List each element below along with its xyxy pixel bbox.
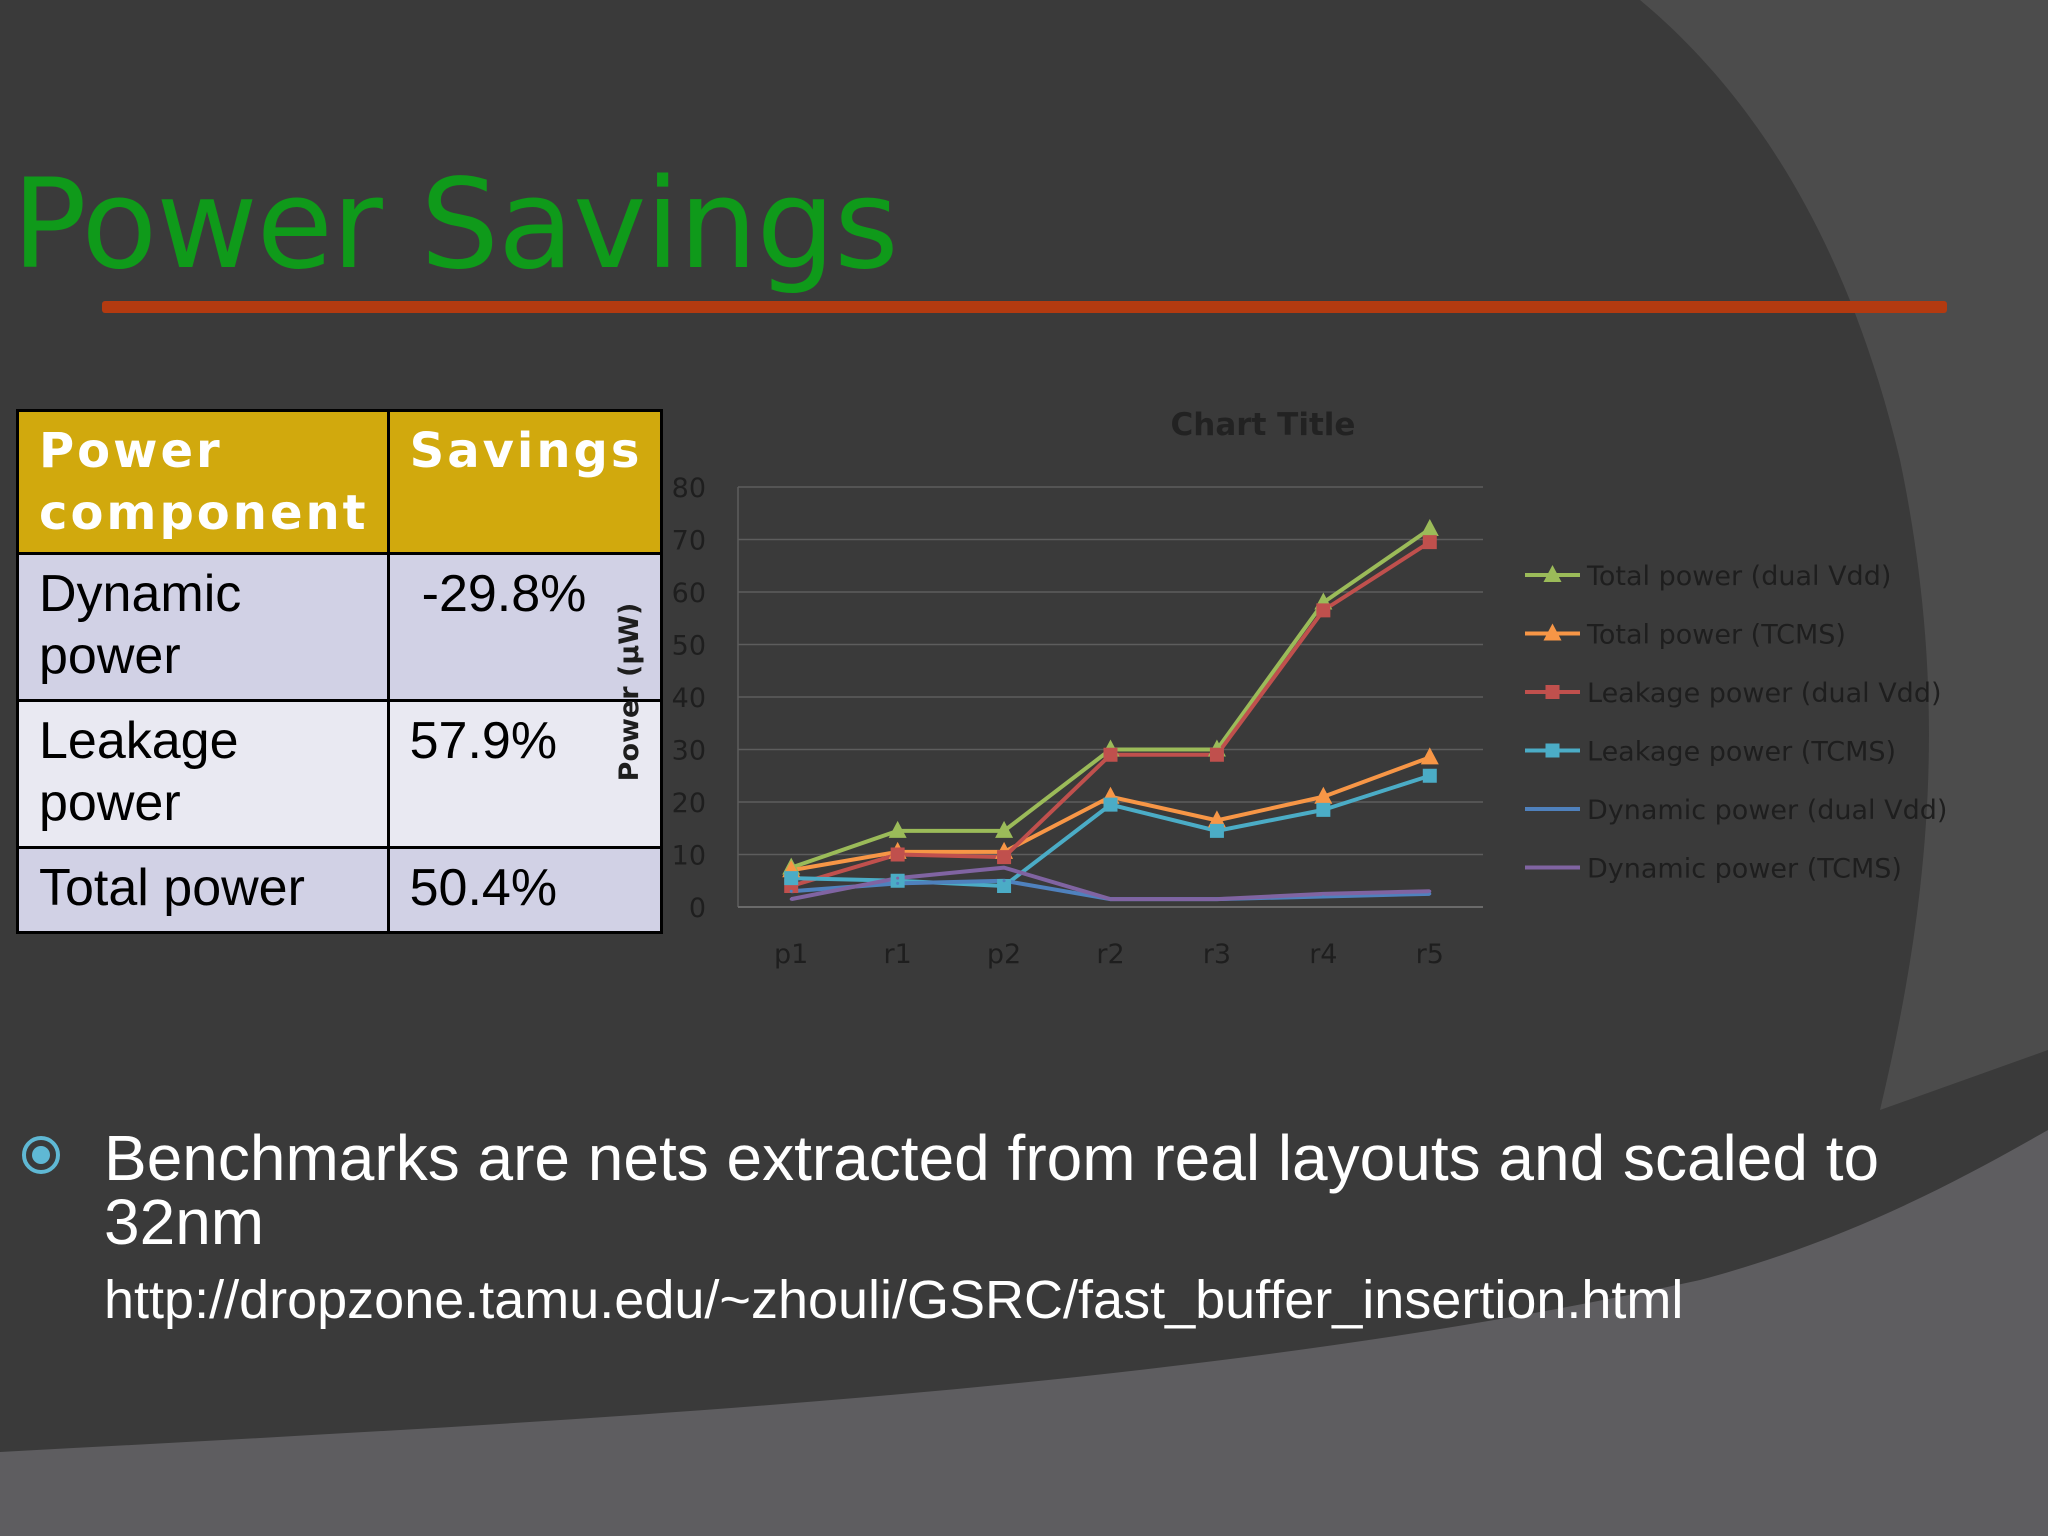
data-point bbox=[995, 820, 1014, 838]
data-point bbox=[1316, 802, 1331, 817]
data-point bbox=[789, 889, 793, 893]
data-point bbox=[1209, 823, 1224, 838]
row-value: -29.8% bbox=[386, 552, 664, 702]
data-point bbox=[890, 873, 905, 888]
legend-label: Leakage power (dual Vdd) bbox=[1587, 678, 1942, 709]
legend-marker bbox=[1545, 685, 1560, 699]
table-header-row: Power component Savings bbox=[16, 409, 664, 555]
data-point bbox=[1422, 535, 1437, 550]
data-point bbox=[1316, 603, 1331, 618]
table-row: Leakage power 57.9% bbox=[16, 699, 664, 849]
slide-title: Power Savings bbox=[12, 153, 899, 297]
data-point bbox=[1209, 747, 1224, 762]
data-point bbox=[890, 847, 905, 862]
y-tick-label: 40 bbox=[672, 683, 706, 714]
legend-label: Total power (dual Vdd) bbox=[1586, 561, 1891, 592]
legend-label: Leakage power (TCMS) bbox=[1587, 737, 1896, 768]
savings-table: Power component Savings Dynamic power -2… bbox=[16, 409, 664, 934]
series-line-0 bbox=[790, 527, 1431, 870]
x-tick-label: r2 bbox=[1096, 939, 1124, 970]
series-line-4 bbox=[791, 878, 1430, 902]
row-label: Leakage power bbox=[16, 699, 390, 849]
data-point bbox=[1207, 810, 1226, 828]
data-point bbox=[1420, 519, 1439, 536]
header-savings: Savings bbox=[386, 409, 664, 555]
y-tick-label: 70 bbox=[672, 526, 706, 557]
legend-marker bbox=[1545, 743, 1560, 758]
data-point bbox=[896, 881, 900, 885]
x-tick-label: p2 bbox=[987, 939, 1021, 970]
line-chart: Chart Title Power (µW) 0 10 20 30 40 50 60 70 80… bbox=[614, 407, 1947, 970]
circle-bullet-icon bbox=[22, 1136, 60, 1174]
y-axis-label: Power (µW) bbox=[614, 603, 645, 782]
legend-label: Total power (TCMS) bbox=[1586, 620, 1846, 651]
data-point bbox=[1420, 747, 1439, 765]
x-tick-label: r5 bbox=[1416, 939, 1444, 970]
legend-marker bbox=[1543, 623, 1562, 641]
y-tick-label: 30 bbox=[672, 736, 706, 767]
y-tick-label: 50 bbox=[672, 631, 706, 662]
legend-label: Dynamic power (dual Vdd) bbox=[1587, 795, 1947, 826]
row-value: 50.4% bbox=[386, 846, 664, 934]
y-tick-label: 60 bbox=[672, 578, 706, 609]
table-row: Total power 50.4% bbox=[16, 846, 664, 934]
data-point bbox=[888, 820, 907, 838]
data-point bbox=[1321, 895, 1325, 898]
x-tick-label: r1 bbox=[884, 939, 912, 970]
x-tick-label: p1 bbox=[774, 939, 808, 970]
data-point bbox=[1422, 768, 1437, 783]
legend-marker bbox=[1543, 565, 1562, 582]
x-tick-label: r4 bbox=[1309, 939, 1337, 970]
data-point bbox=[1002, 879, 1006, 883]
data-point bbox=[1109, 897, 1112, 901]
x-tick-label: r3 bbox=[1203, 939, 1231, 970]
y-tick-label: 0 bbox=[689, 893, 706, 924]
y-tick-label: 10 bbox=[672, 841, 706, 872]
legend-label: Dynamic power (TCMS) bbox=[1587, 854, 1902, 885]
data-point bbox=[896, 876, 900, 880]
chart-title: Chart Title bbox=[1171, 407, 1356, 443]
data-point bbox=[1103, 747, 1118, 762]
header-power-component: Power component bbox=[16, 409, 390, 555]
y-tick-label: 20 bbox=[672, 788, 706, 819]
data-point bbox=[784, 871, 799, 886]
data-point bbox=[1428, 889, 1432, 893]
series-line-1 bbox=[790, 755, 1431, 873]
row-value: 57.9% bbox=[386, 699, 664, 849]
data-point bbox=[997, 850, 1012, 865]
bullet-text: Benchmarks are nets extracted from real … bbox=[104, 1122, 1880, 1258]
source-url: http://dropzone.tamu.edu/~zhouli/GSRC/fa… bbox=[104, 1270, 1684, 1330]
data-point bbox=[789, 897, 793, 901]
table-row: Dynamic power -29.8% bbox=[16, 552, 664, 702]
title-underline bbox=[102, 301, 1947, 313]
row-label: Dynamic power bbox=[16, 552, 390, 702]
data-point bbox=[1314, 786, 1333, 804]
data-point bbox=[1428, 892, 1432, 896]
data-point bbox=[1215, 897, 1219, 901]
y-tick-label: 80 bbox=[672, 473, 706, 504]
data-point bbox=[1103, 797, 1118, 812]
data-point bbox=[1002, 866, 1006, 870]
row-label: Total power bbox=[16, 846, 390, 934]
data-point bbox=[997, 879, 1012, 893]
data-point bbox=[1321, 892, 1325, 896]
